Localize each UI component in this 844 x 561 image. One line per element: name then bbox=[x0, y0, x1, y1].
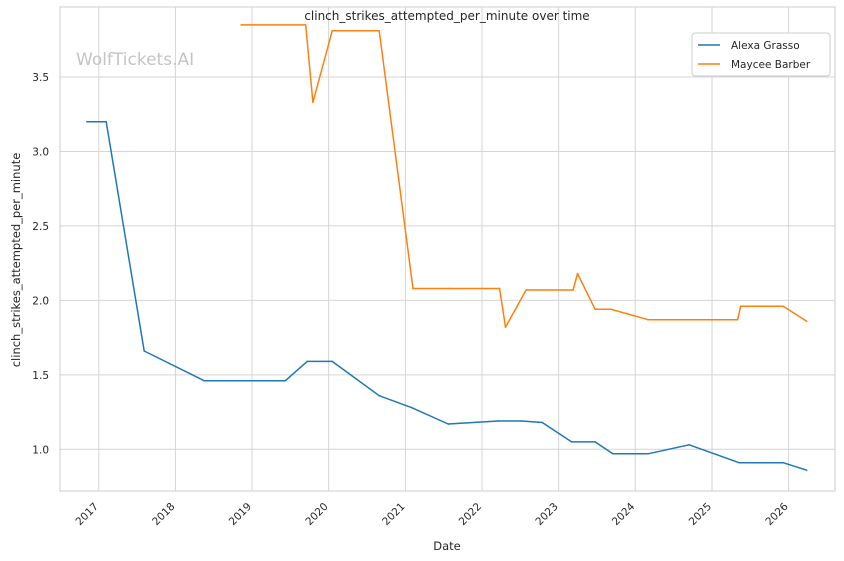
data-point-alexa-grasso bbox=[447, 423, 450, 425]
data-point-maycee-barber bbox=[240, 24, 242, 26]
x-tick-label: 2024 bbox=[610, 500, 638, 528]
x-tick-label: 2017 bbox=[74, 501, 101, 528]
data-point-alexa-grasso bbox=[86, 120, 88, 123]
data-point-alexa-grasso bbox=[647, 452, 649, 455]
data-point-maycee-barber bbox=[572, 289, 574, 291]
watermark: WolfTickets.AI bbox=[76, 50, 194, 70]
data-point-alexa-grasso bbox=[203, 379, 206, 382]
data-point-maycee-barber bbox=[782, 305, 784, 308]
data-point-maycee-barber bbox=[448, 287, 451, 290]
x-tick-label: 2022 bbox=[457, 501, 484, 528]
legend: Alexa Grasso Maycee Barber bbox=[691, 32, 831, 77]
y-tick-label: 3.0 bbox=[32, 146, 49, 158]
data-point-maycee-barber bbox=[576, 272, 579, 275]
data-point-alexa-grasso bbox=[594, 441, 596, 443]
grid bbox=[60, 7, 835, 491]
x-tick-label: 2023 bbox=[533, 501, 560, 528]
data-point-maycee-barber bbox=[498, 287, 501, 290]
chart-title: clinch_strikes_attempted_per_minute over… bbox=[304, 9, 589, 23]
y-tick-label: 3.5 bbox=[32, 72, 49, 84]
data-point-maycee-barber bbox=[331, 30, 333, 32]
x-axis-label: Date bbox=[433, 539, 461, 553]
data-point-alexa-grasso bbox=[541, 421, 544, 424]
data-point-maycee-barber bbox=[610, 308, 613, 311]
x-tick-label: 2025 bbox=[687, 501, 714, 528]
data-point-alexa-grasso bbox=[688, 444, 690, 446]
data-point-alexa-grasso bbox=[105, 120, 107, 123]
data-point-maycee-barber bbox=[805, 320, 808, 323]
x-tick-label: 2026 bbox=[763, 500, 791, 528]
y-tick-label: 1.5 bbox=[32, 370, 49, 382]
legend-box bbox=[691, 32, 831, 77]
data-point-alexa-grasso bbox=[805, 469, 808, 471]
y-tick-label: 1.0 bbox=[32, 444, 49, 456]
data-point-alexa-grasso bbox=[378, 394, 380, 397]
data-point-alexa-grasso bbox=[570, 441, 573, 443]
data-point-alexa-grasso bbox=[497, 420, 499, 422]
x-tick-label: 2020 bbox=[303, 501, 330, 528]
data-point-alexa-grasso bbox=[306, 360, 309, 363]
data-point-maycee-barber bbox=[312, 101, 314, 104]
data-point-alexa-grasso bbox=[410, 406, 413, 409]
data-point-alexa-grasso bbox=[738, 461, 740, 464]
data-point-maycee-barber bbox=[378, 30, 380, 32]
data-point-alexa-grasso bbox=[143, 350, 145, 352]
y-tick-label: 2.5 bbox=[32, 221, 49, 233]
data-point-maycee-barber bbox=[504, 326, 507, 328]
x-tick-label: 2018 bbox=[150, 501, 177, 528]
data-point-maycee-barber bbox=[736, 318, 739, 321]
y-tick-label: 2.0 bbox=[32, 295, 49, 307]
data-point-maycee-barber bbox=[304, 24, 307, 26]
data-point-maycee-barber bbox=[412, 287, 414, 290]
data-point-alexa-grasso bbox=[782, 461, 784, 464]
plot-background bbox=[60, 7, 835, 491]
data-point-alexa-grasso bbox=[520, 420, 523, 422]
legend-label-alexa-grasso: Alexa Grasso bbox=[731, 40, 800, 52]
data-point-maycee-barber bbox=[525, 289, 527, 291]
x-tick-label: 2021 bbox=[380, 501, 407, 528]
data-point-alexa-grasso bbox=[284, 379, 286, 382]
series-layer bbox=[86, 24, 808, 471]
x-tick-label: 2019 bbox=[227, 501, 254, 528]
data-point-alexa-grasso bbox=[611, 452, 614, 455]
plot-frame bbox=[59, 6, 836, 492]
data-point-alexa-grasso bbox=[331, 360, 333, 363]
data-point-maycee-barber bbox=[739, 305, 742, 308]
data-point-maycee-barber bbox=[647, 318, 649, 321]
y-axis-label: clinch_strikes_attempted_per_minute bbox=[9, 153, 23, 368]
legend-label-maycee-barber: Maycee Barber bbox=[731, 59, 811, 71]
data-point-maycee-barber bbox=[594, 308, 596, 311]
